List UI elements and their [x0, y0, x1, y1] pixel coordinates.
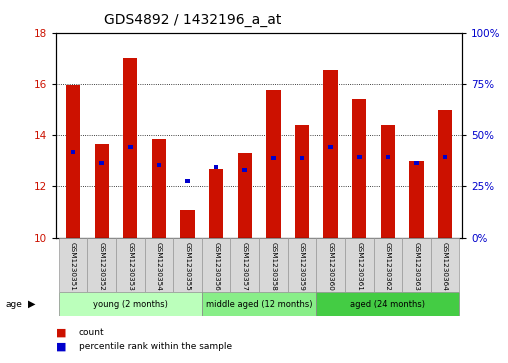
- Bar: [202, 238, 231, 292]
- Bar: [373, 238, 402, 292]
- Text: GSM1230353: GSM1230353: [128, 242, 133, 290]
- Bar: [123, 58, 138, 238]
- Bar: [209, 168, 224, 238]
- Bar: [145, 238, 173, 292]
- Text: age: age: [5, 300, 22, 309]
- Bar: [173, 238, 202, 292]
- Bar: [266, 90, 280, 238]
- Text: GDS4892 / 1432196_a_at: GDS4892 / 1432196_a_at: [104, 13, 282, 27]
- Text: GSM1230351: GSM1230351: [70, 242, 76, 290]
- Bar: [300, 156, 304, 160]
- Text: ■: ■: [56, 327, 67, 337]
- Bar: [324, 70, 338, 238]
- Text: GSM1230358: GSM1230358: [270, 242, 276, 290]
- Bar: [352, 99, 366, 238]
- Bar: [328, 145, 333, 149]
- Text: aged (24 months): aged (24 months): [351, 299, 425, 309]
- Text: GSM1230359: GSM1230359: [299, 242, 305, 290]
- Text: GSM1230357: GSM1230357: [242, 242, 248, 290]
- Bar: [402, 238, 431, 292]
- Bar: [409, 161, 424, 238]
- Bar: [242, 168, 247, 172]
- Bar: [295, 125, 309, 238]
- Text: GSM1230355: GSM1230355: [184, 242, 190, 290]
- Bar: [59, 238, 87, 292]
- Bar: [128, 145, 133, 149]
- Bar: [386, 155, 390, 159]
- Bar: [156, 163, 161, 167]
- Bar: [316, 238, 345, 292]
- Text: GSM1230363: GSM1230363: [414, 242, 420, 290]
- Bar: [116, 238, 145, 292]
- Bar: [316, 292, 459, 316]
- Bar: [214, 165, 218, 169]
- Bar: [271, 156, 276, 160]
- Bar: [288, 238, 316, 292]
- Text: count: count: [79, 328, 104, 337]
- Bar: [202, 292, 316, 316]
- Bar: [185, 179, 190, 183]
- Bar: [443, 155, 448, 159]
- Text: ■: ■: [56, 342, 67, 352]
- Bar: [59, 292, 202, 316]
- Text: percentile rank within the sample: percentile rank within the sample: [79, 342, 232, 351]
- Bar: [345, 238, 373, 292]
- Bar: [357, 155, 362, 159]
- Text: GSM1230360: GSM1230360: [328, 242, 334, 290]
- Bar: [180, 209, 195, 238]
- Text: GSM1230362: GSM1230362: [385, 242, 391, 290]
- Bar: [87, 238, 116, 292]
- Text: GSM1230352: GSM1230352: [99, 242, 105, 290]
- Bar: [152, 139, 166, 238]
- Bar: [71, 150, 75, 154]
- Bar: [431, 238, 459, 292]
- Text: GSM1230354: GSM1230354: [156, 242, 162, 290]
- Bar: [380, 125, 395, 238]
- Bar: [100, 162, 104, 165]
- Text: ▶: ▶: [28, 299, 36, 309]
- Text: middle aged (12 months): middle aged (12 months): [206, 299, 312, 309]
- Text: GSM1230364: GSM1230364: [442, 242, 448, 290]
- Text: GSM1230356: GSM1230356: [213, 242, 219, 290]
- Text: young (2 months): young (2 months): [93, 299, 168, 309]
- Bar: [259, 238, 288, 292]
- Bar: [66, 85, 80, 238]
- Bar: [414, 162, 419, 165]
- Text: GSM1230361: GSM1230361: [356, 242, 362, 290]
- Bar: [94, 144, 109, 238]
- Bar: [238, 153, 252, 238]
- Bar: [231, 238, 259, 292]
- Bar: [438, 110, 452, 238]
